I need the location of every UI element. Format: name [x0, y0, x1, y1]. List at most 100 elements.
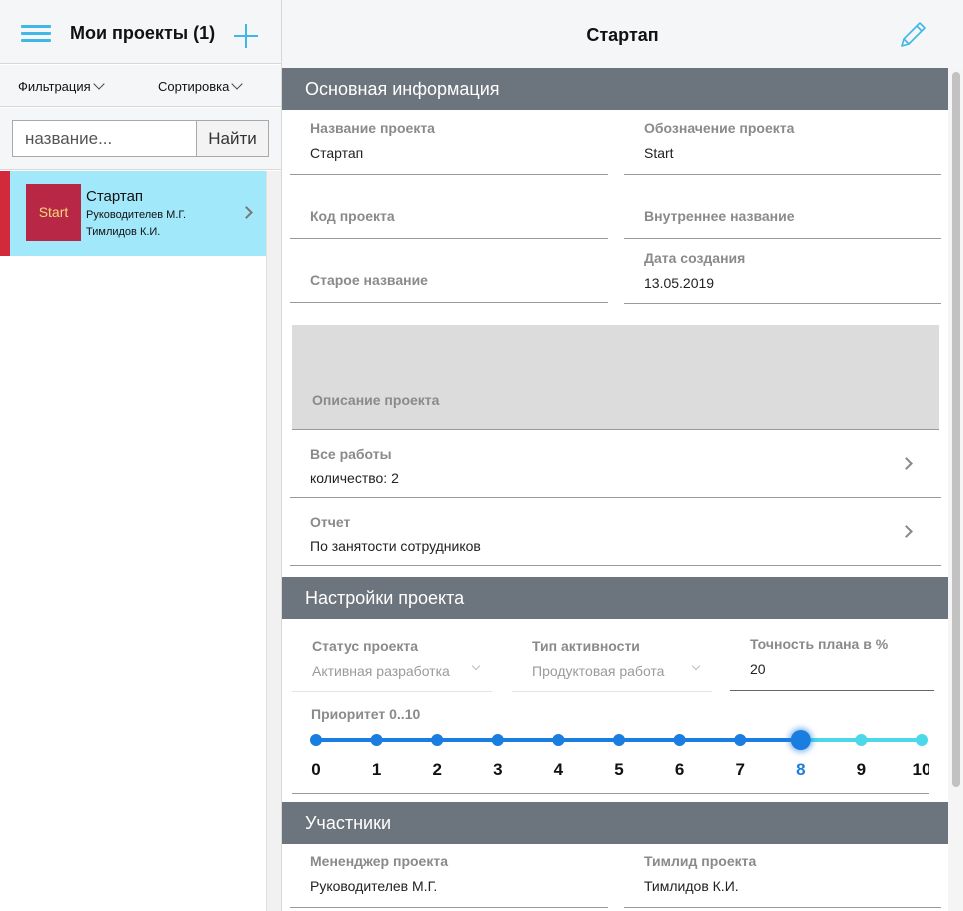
internal-name-field[interactable]: Внутреннее название	[624, 175, 941, 239]
slider-step-dot[interactable]	[916, 734, 928, 746]
sort-dropdown[interactable]: Сортировка	[158, 78, 244, 94]
slider-step-dot[interactable]	[431, 734, 444, 746]
slider-step-dot[interactable]	[310, 734, 322, 746]
slider-tick-label: 7	[735, 760, 744, 779]
project-details-panel: Стартап Основная информация Название про…	[282, 0, 963, 911]
created-date-value: 13.05.2019	[644, 275, 715, 291]
priority-slider-area: Приоритет 0..10 0 1 2 3 4 5 6 7 8 9 10	[292, 700, 929, 794]
project-item-lead: Тимлидов К.И.	[86, 226, 161, 238]
all-works-label: Все работы	[310, 446, 392, 462]
project-manager-label: Мененджер проекта	[310, 853, 448, 869]
chevron-right-icon	[900, 525, 913, 538]
chevron-right-icon	[240, 206, 253, 219]
slider-step-dot[interactable]	[613, 734, 625, 746]
project-code-field[interactable]: Код проекта	[290, 175, 608, 239]
selected-marker	[0, 171, 10, 256]
details-header: Стартап	[282, 0, 963, 68]
section-settings: Настройки проекта	[282, 577, 948, 619]
team-lead-field[interactable]: Тимлид проекта Тимлидов К.И.	[624, 844, 941, 908]
project-item-manager: Руководителев М.Г.	[86, 209, 187, 221]
project-name-label: Название проекта	[310, 120, 435, 136]
slider-tick-label: 0	[311, 760, 320, 779]
project-code-name-field[interactable]: Обозначение проекта Start	[624, 110, 941, 175]
projects-title: Мои проекты (1)	[70, 23, 216, 43]
slider-step-dot[interactable]	[552, 734, 565, 746]
project-code-name-value: Start	[644, 145, 674, 161]
team-lead-label: Тимлид проекта	[644, 853, 757, 869]
description-label: Описание проекта	[312, 392, 440, 408]
project-code-label: Код проекта	[310, 208, 395, 224]
old-name-field[interactable]: Старое название	[290, 239, 608, 303]
page-title: Стартап	[586, 25, 659, 45]
scrollbar-thumb[interactable]	[952, 72, 960, 787]
slider-step-dot[interactable]	[855, 734, 868, 746]
project-thumbnail: Start	[26, 184, 81, 241]
hamburger-menu-icon[interactable]	[21, 25, 51, 43]
project-item-name: Стартап	[86, 188, 144, 205]
slider-tick-label: 8	[796, 760, 805, 779]
project-name-field[interactable]: Название проекта Стартап	[290, 110, 608, 175]
details-scrollbar[interactable]	[948, 68, 963, 911]
slider-tick-label: 6	[675, 760, 684, 779]
section-members: Участники	[282, 802, 948, 844]
report-label: Отчет	[310, 514, 351, 530]
priority-label: Приоритет 0..10	[311, 706, 421, 722]
activity-type-value: Продуктовая работа	[532, 663, 665, 679]
project-manager-value: Руководителев М.Г.	[310, 878, 438, 894]
slider-step-dot[interactable]	[491, 734, 504, 746]
project-code-name-label: Обозначение проекта	[644, 120, 795, 136]
chevron-down-icon	[691, 661, 701, 671]
status-label: Статус проекта	[312, 638, 419, 654]
add-project-icon[interactable]	[234, 24, 258, 48]
sort-label: Сортировка	[158, 79, 230, 94]
priority-slider[interactable]: 0 1 2 3 4 5 6 7 8 9 10	[292, 700, 929, 794]
projects-panel: Мои проекты (1) Фильтрация Сортировка На…	[0, 0, 282, 911]
search-button[interactable]: Найти	[196, 120, 269, 157]
filter-dropdown[interactable]: Фильтрация	[18, 78, 105, 94]
slider-tick-label: 3	[493, 760, 502, 779]
project-manager-field[interactable]: Мененджер проекта Руководителев М.Г.	[290, 844, 608, 908]
internal-name-label: Внутреннее название	[644, 208, 795, 224]
activity-type-select[interactable]: Тип активности Продуктовая работа	[512, 628, 712, 692]
slider-tick-label: 1	[372, 760, 381, 779]
created-date-field[interactable]: Дата создания 13.05.2019	[624, 239, 941, 304]
activity-type-label: Тип активности	[532, 638, 640, 654]
plan-accuracy-field[interactable]: Точность плана в % 20	[730, 626, 934, 691]
created-date-label: Дата создания	[644, 250, 746, 266]
projects-header: Мои проекты (1)	[0, 0, 281, 64]
filter-label: Фильтрация	[18, 79, 91, 94]
slider-tick-label: 4	[554, 760, 564, 779]
description-field[interactable]: Описание проекта	[292, 325, 939, 430]
slider-step-dot[interactable]	[370, 734, 383, 746]
chevron-down-icon	[231, 78, 244, 90]
section-basic-info: Основная информация	[282, 68, 948, 110]
report-link[interactable]: Отчет По занятости сотрудников	[290, 498, 941, 566]
project-name-value: Стартап	[310, 145, 364, 161]
edit-pencil-icon[interactable]	[896, 18, 930, 52]
chevron-down-icon	[471, 661, 481, 671]
search-row: Найти	[0, 108, 281, 170]
report-value: По занятости сотрудников	[310, 538, 481, 554]
status-select[interactable]: Статус проекта Активная разработка	[292, 628, 492, 692]
slider-tick-label: 2	[432, 760, 441, 779]
slider-tick-label: 5	[614, 760, 623, 779]
chevron-right-icon	[900, 457, 913, 470]
team-lead-value: Тимлидов К.И.	[644, 878, 739, 894]
all-works-link[interactable]: Все работы количество: 2	[290, 430, 941, 498]
slider-handle[interactable]	[790, 730, 811, 750]
slider-tick-label: 9	[857, 760, 866, 779]
old-name-label: Старое название	[310, 272, 428, 288]
search-input[interactable]	[12, 120, 197, 157]
slider-tick-label: 10	[913, 760, 929, 779]
status-value: Активная разработка	[312, 663, 450, 679]
chevron-down-icon	[92, 78, 105, 90]
filter-bar: Фильтрация Сортировка	[0, 65, 281, 107]
all-works-count: количество: 2	[310, 470, 399, 486]
plan-accuracy-label: Точность плана в %	[750, 636, 889, 652]
slider-step-dot[interactable]	[673, 734, 686, 746]
plan-accuracy-value: 20	[750, 661, 766, 677]
project-list-item[interactable]: Start Стартап Руководителев М.Г. Тимлидо…	[0, 171, 266, 256]
slider-step-dot[interactable]	[734, 734, 747, 746]
list-scrollbar[interactable]	[266, 171, 281, 911]
